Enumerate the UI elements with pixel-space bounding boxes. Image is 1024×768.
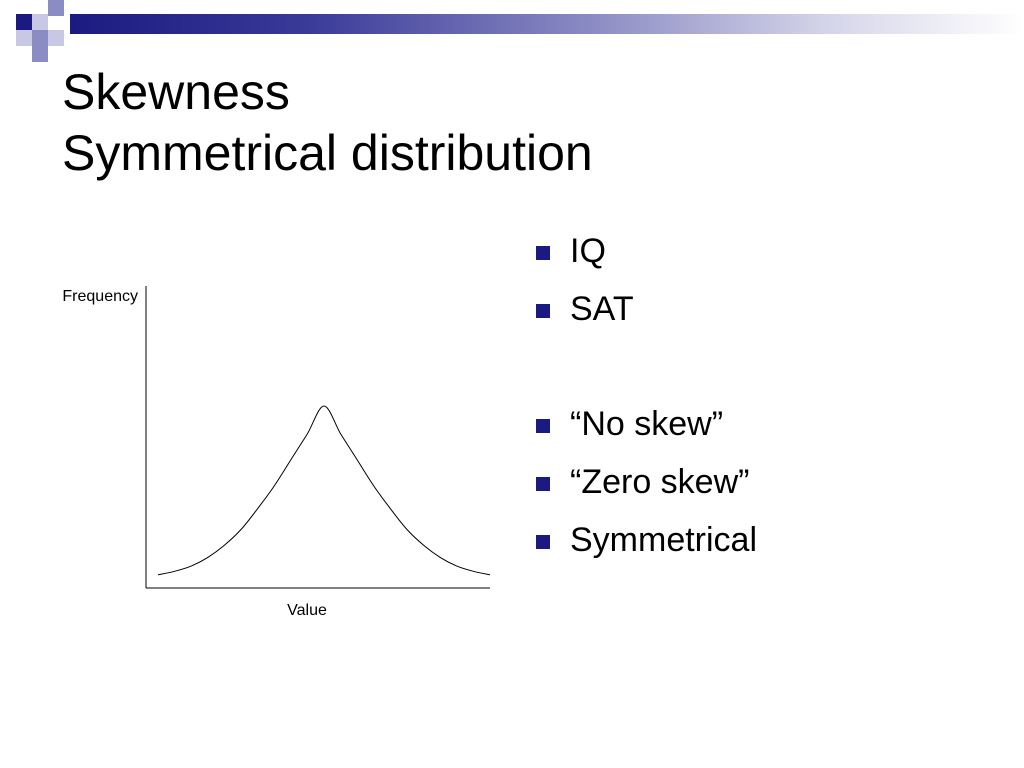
corner-square-mid-icon	[32, 46, 48, 62]
bullet-text: IQ	[570, 232, 606, 270]
bullet-list: IQ SAT “No skew” “Zero skew” Symmetrical	[536, 222, 757, 569]
distribution-chart: Frequency Value	[0, 270, 510, 630]
bullet-item-zero-skew: “Zero skew”	[536, 453, 757, 511]
y-axis-label: Frequency	[62, 288, 138, 305]
corner-square-mid-icon	[32, 30, 48, 46]
bullet-item-no-skew: “No skew”	[536, 395, 757, 453]
square-bullet-icon	[536, 246, 550, 260]
corner-square-mid-icon	[48, 0, 64, 16]
square-bullet-icon	[536, 304, 550, 318]
x-axis-label: Value	[287, 602, 327, 619]
series-line	[157, 405, 491, 576]
bullet-item-sat: SAT	[536, 280, 757, 338]
square-bullet-icon	[536, 477, 550, 491]
bullet-text: SAT	[570, 290, 634, 328]
bullet-text: “Zero skew”	[570, 463, 750, 501]
title-line-1: Skewness	[62, 64, 290, 120]
bullet-item-iq: IQ	[536, 222, 757, 280]
corner-square-light-icon	[48, 30, 64, 46]
bullet-text: “No skew”	[570, 405, 724, 443]
square-bullet-icon	[536, 535, 550, 549]
corner-square-dark-icon	[16, 14, 32, 30]
square-bullet-icon	[536, 419, 550, 433]
distribution-chart-svg: Frequency Value	[62, 286, 491, 619]
slide-title: Skewness Symmetrical distribution	[62, 62, 593, 184]
bullet-item-symmetrical: Symmetrical	[536, 511, 757, 569]
title-line-2: Symmetrical distribution	[62, 125, 593, 181]
bullet-text: Symmetrical	[570, 521, 758, 559]
corner-square-light-icon	[16, 30, 32, 46]
corner-square-light-icon	[32, 14, 48, 30]
top-decorative-band	[70, 14, 1024, 34]
